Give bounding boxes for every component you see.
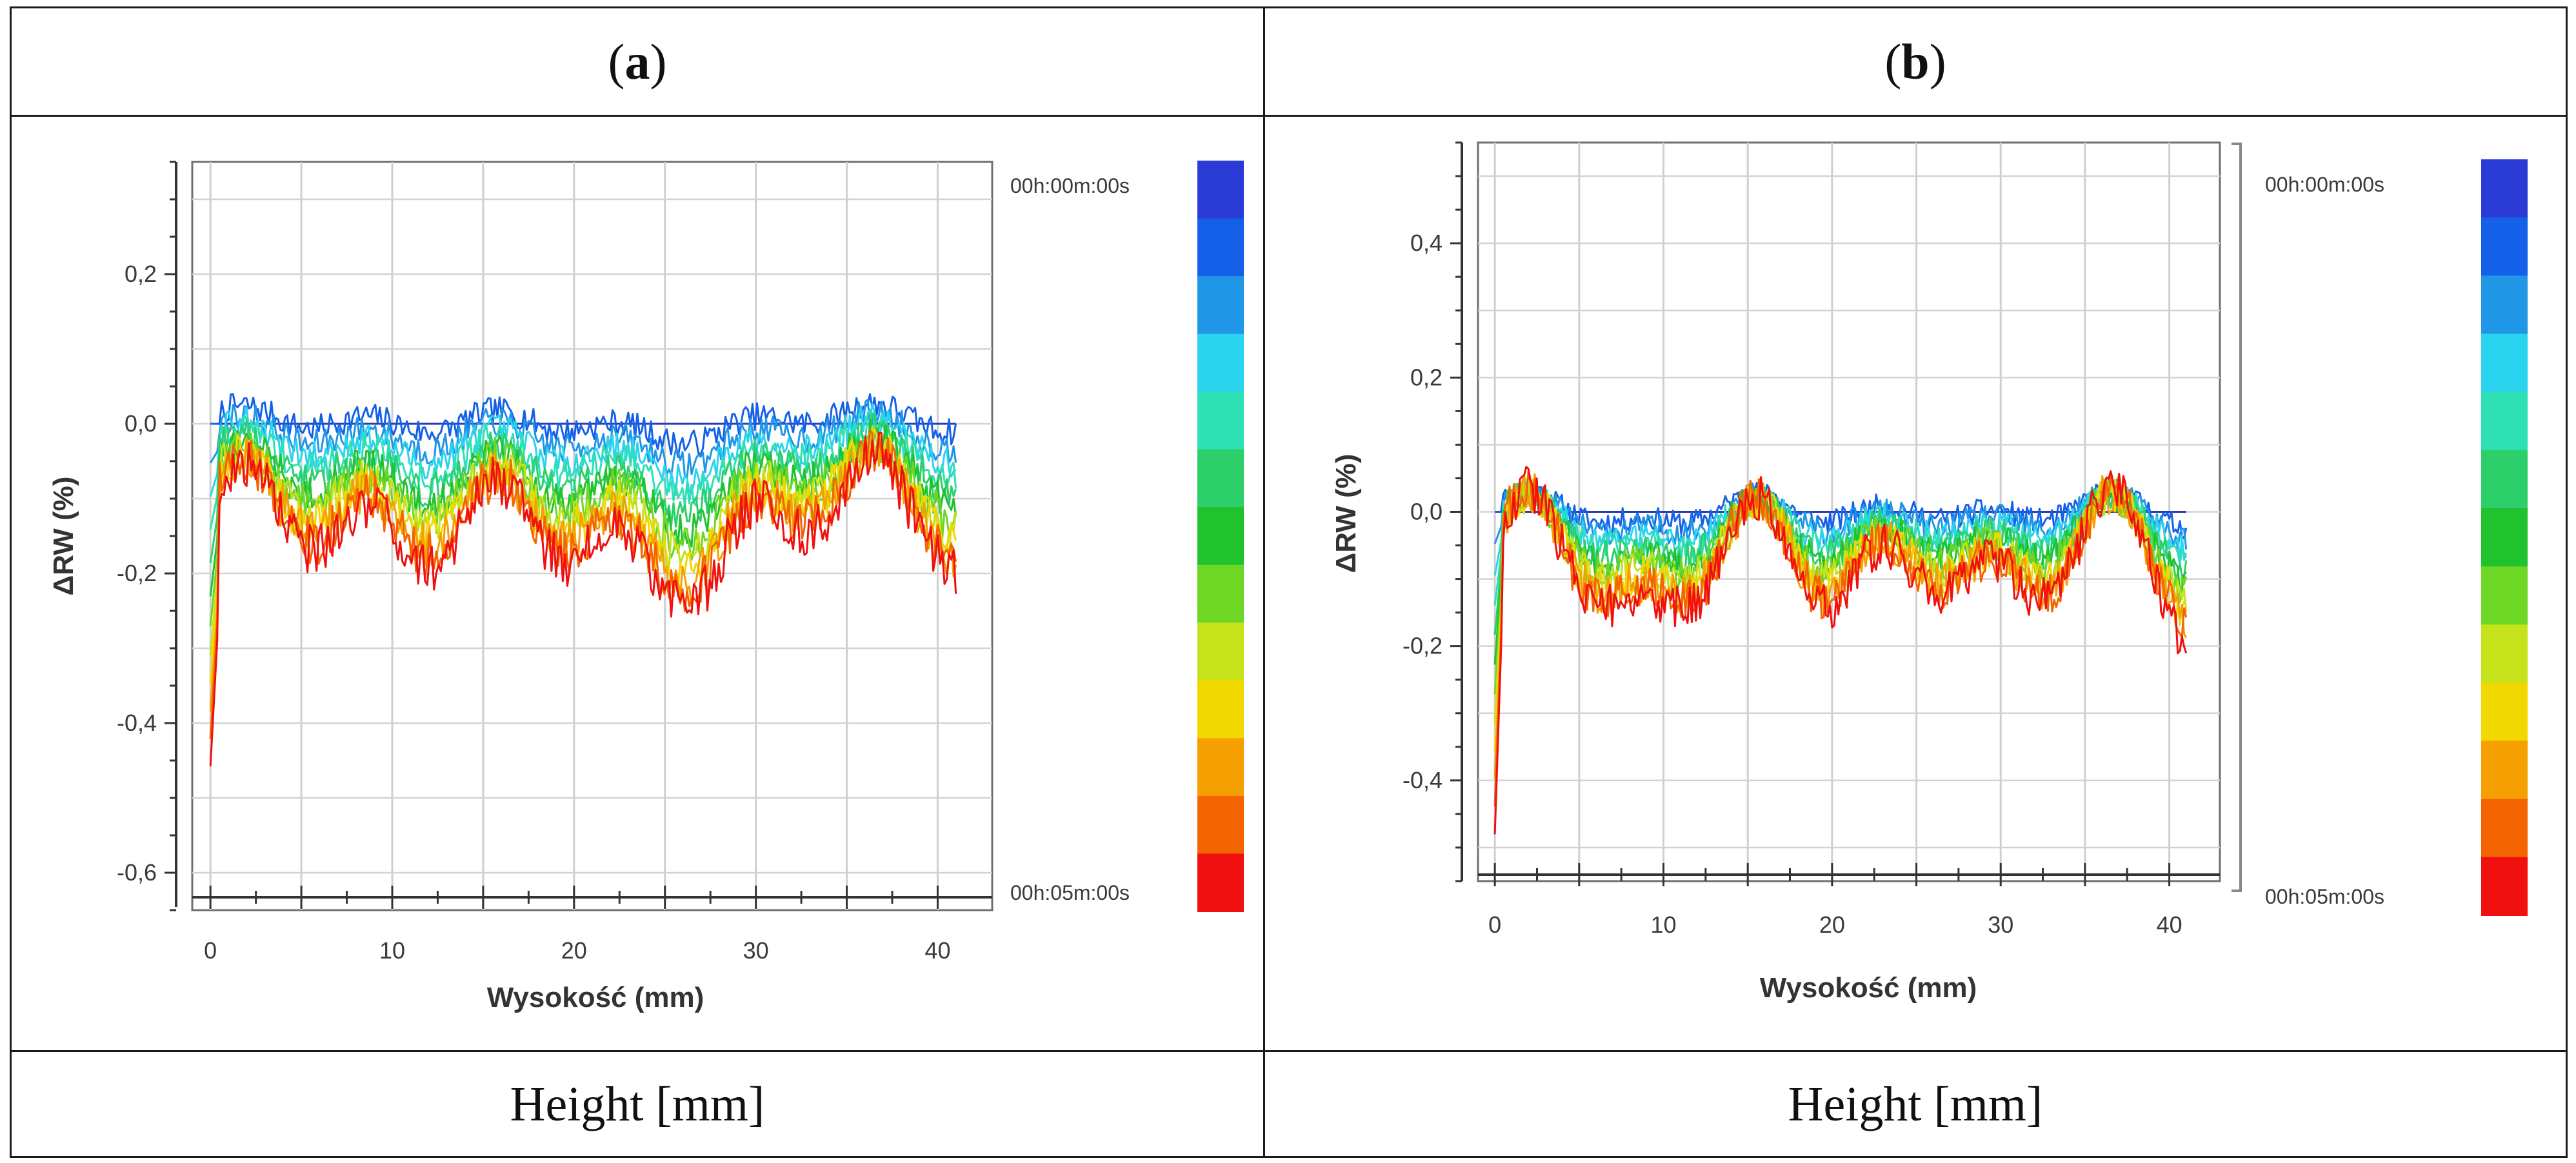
data-series-line (209, 427, 957, 626)
colorbar-segment (1197, 333, 1244, 393)
colorbar-segment (2481, 624, 2528, 684)
colorbar-segment (2481, 741, 2528, 800)
x-tick-label: 30 (1988, 911, 2013, 938)
colorbar-segment (2481, 275, 2528, 335)
figure-table (10, 6, 2568, 1158)
data-series-line (209, 433, 957, 712)
table-divider-footer (10, 1050, 2568, 1052)
x-tick-label: 30 (743, 937, 769, 964)
y-tick-label: 0,0 (125, 410, 157, 437)
chart-a: 0,2 0,0 -0,2 -0,4 -0,6 0 10 20 30 40 Wysokość (mm)… (48, 161, 1244, 1013)
colorbar-segment (1197, 392, 1244, 450)
y-tick-label: -0,4 (117, 710, 157, 736)
y-axis-label: ΔRW (%) (48, 477, 79, 596)
panel-b-label: b (1901, 33, 1930, 90)
panel-b-footer: Height [mm] (1788, 1077, 2043, 1131)
panel-a-label: a (624, 33, 650, 90)
chart-b: 0,4 0,2 0,0 -0,2 -0,4 0 10 20 30 40 Wysokość (mm) Δ… (1330, 141, 2528, 1004)
colorbar-segment (1197, 218, 1244, 277)
colorbar-segment (1197, 276, 1244, 335)
colorbar-segment (2481, 857, 2528, 916)
y-tick-label: -0,2 (1403, 633, 1443, 659)
colorbar-bottom-label: 00h:05m:00s (2265, 885, 2384, 908)
colorbar-segment (2481, 799, 2528, 858)
x-axis-label: Wysokość (mm) (1760, 972, 1977, 1004)
colorbar-segment (1197, 564, 1244, 624)
colorbar-segment (2481, 508, 2528, 568)
colorbar-segment (2481, 450, 2528, 509)
colorbar-segment (2481, 217, 2528, 277)
y-axis-label: ΔRW (%) (1330, 454, 1362, 573)
colorbar-segment (2481, 333, 2528, 393)
panel-a-footer: Height [mm] (510, 1077, 765, 1131)
panel-b-paren-close: ) (1929, 33, 1946, 90)
table-divider-vertical (1263, 6, 1265, 1158)
x-tick-label: 40 (924, 937, 950, 964)
colorbar-segment (1197, 161, 1244, 219)
colorbar-segment (1197, 795, 1244, 855)
panel-b-paren-open: ( (1884, 33, 1902, 90)
colorbar-segment (2481, 682, 2528, 742)
y-tick-label: -0,4 (1403, 767, 1443, 793)
y-tick-label: 0,0 (1410, 499, 1443, 525)
colorbar-segment (1197, 449, 1244, 508)
y-tick-label: 0,2 (1410, 364, 1443, 390)
x-tick-label: 20 (561, 937, 587, 964)
colorbar-top-label: 00h:00m:00s (2265, 173, 2384, 196)
colorbar-segment (1197, 853, 1244, 912)
x-tick-label: 0 (204, 937, 217, 964)
table-divider-header (10, 115, 2568, 117)
x-tick-label: 10 (379, 937, 405, 964)
colorbar-segment (2481, 159, 2528, 219)
colorbar-bottom-label: 00h:05m:00s (1010, 881, 1130, 904)
x-tick-label: 0 (1488, 911, 1501, 938)
data-series-line (209, 399, 957, 479)
colorbar-segment (2481, 392, 2528, 451)
colorbar-segment (1197, 680, 1244, 739)
data-series-line (1493, 479, 2187, 665)
y-tick-label: -0,6 (117, 859, 157, 886)
data-series-line (210, 393, 957, 458)
panel-a-header: (a) (12, 8, 1263, 115)
y-tick-label: -0,2 (117, 560, 157, 586)
x-tick-label: 10 (1650, 911, 1676, 938)
colorbar-segment (2481, 566, 2528, 626)
colorbar-top-label: 00h:00m:00s (1010, 174, 1130, 197)
plot-bracket (2232, 143, 2242, 892)
colorbar-segment (1197, 622, 1244, 681)
data-series-line (1493, 466, 2188, 835)
panel-b-header: (b) (1265, 8, 2566, 115)
colorbar-segment (1197, 507, 1244, 566)
x-axis-label: Wysokość (mm) (487, 982, 704, 1013)
colorbar-segment (1197, 738, 1244, 797)
y-tick-label: 0,4 (1410, 230, 1443, 256)
x-tick-label: 40 (2157, 911, 2182, 938)
panel-a-paren-close: ) (650, 33, 667, 90)
x-tick-label: 20 (1819, 911, 1845, 938)
panel-a-paren-open: ( (608, 33, 625, 90)
data-series-line (209, 432, 957, 767)
y-tick-label: 0,2 (125, 261, 157, 287)
